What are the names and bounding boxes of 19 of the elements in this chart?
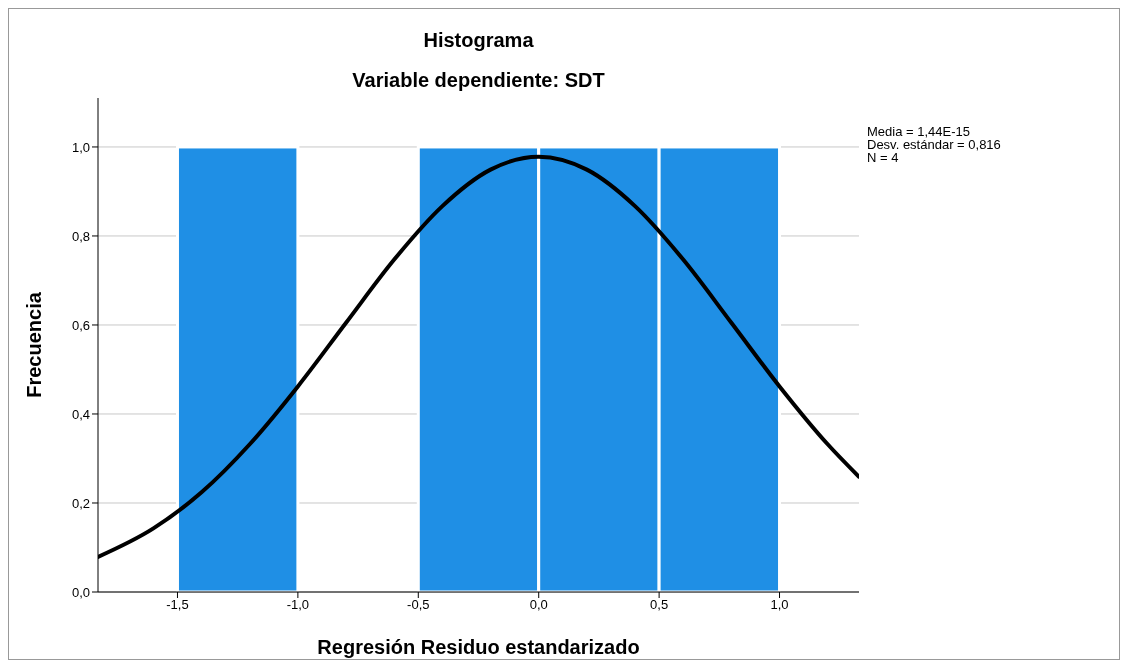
- text: N = 4: [867, 150, 900, 165]
- chart-title: Histograma: [422, 29, 535, 52]
- x-tick-label: -1,5: [166, 597, 189, 613]
- y-axis-title: Frecuencia: [23, 291, 46, 398]
- y-tick-label: 1,0: [71, 139, 90, 155]
- y-tick-label: 0,0: [71, 584, 90, 600]
- x-tick-label: 0,0: [529, 597, 548, 613]
- x-tick-label: -0,5: [407, 597, 430, 613]
- chart-subtitle: Variable dependiente: SDT: [351, 69, 606, 92]
- x-tick-label: 1,0: [770, 597, 789, 613]
- x-tick-label: -1,0: [286, 597, 310, 613]
- text: Desv. estándar = 0,816: [867, 137, 1001, 152]
- text: Media = 1,44E-15: [867, 124, 971, 139]
- y-tick-label: 0,6: [71, 317, 90, 333]
- y-tick-label: 0,4: [71, 406, 90, 422]
- x-axis-title: Regresión Residuo estandarizado: [317, 636, 640, 658]
- y-tick-label: 0,2: [71, 495, 90, 511]
- y-tick-label: 0,8: [71, 228, 90, 244]
- x-tick-label: 0,5: [650, 597, 669, 613]
